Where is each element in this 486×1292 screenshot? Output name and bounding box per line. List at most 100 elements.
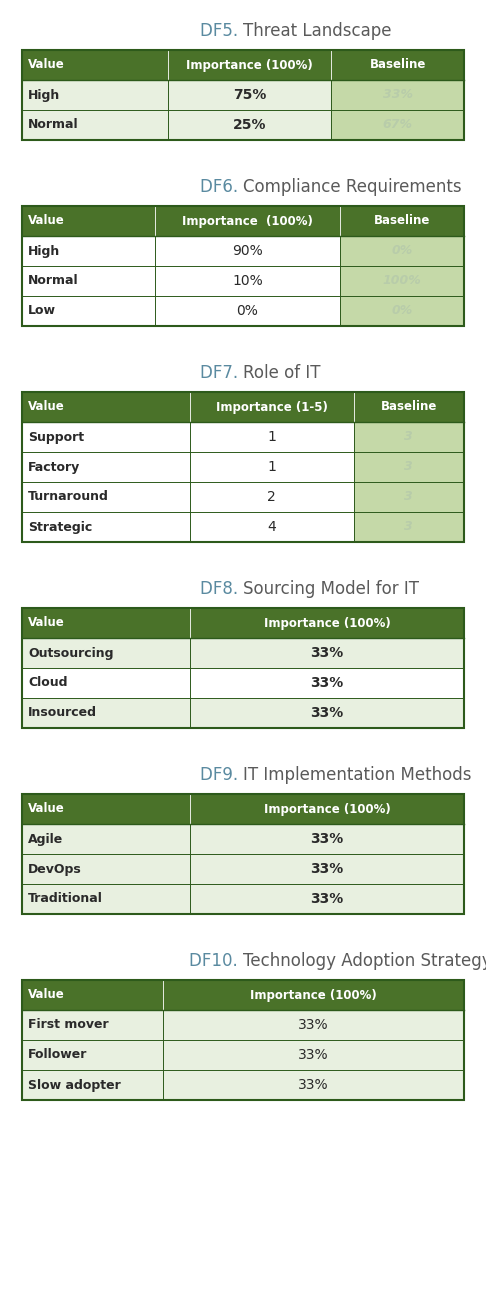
Text: 33%: 33% <box>382 88 413 102</box>
Text: DF5.: DF5. <box>200 22 243 40</box>
Bar <box>331 80 464 110</box>
Bar <box>331 110 464 140</box>
Bar <box>22 981 464 1099</box>
Bar <box>22 1010 163 1040</box>
Bar <box>22 452 190 482</box>
Bar <box>155 266 340 296</box>
Bar <box>22 50 168 80</box>
Bar <box>22 795 464 913</box>
Bar <box>340 266 464 296</box>
Text: 3: 3 <box>404 521 413 534</box>
Bar <box>22 205 155 236</box>
Text: Importance (1-5): Importance (1-5) <box>216 401 328 413</box>
Bar <box>22 50 464 140</box>
Text: 33%: 33% <box>311 705 344 720</box>
Text: 33%: 33% <box>311 646 344 660</box>
Text: Value: Value <box>28 58 65 71</box>
Bar <box>190 668 464 698</box>
Text: 3: 3 <box>404 460 413 473</box>
Bar <box>190 452 353 482</box>
Bar <box>340 296 464 326</box>
Text: 0%: 0% <box>392 244 413 257</box>
Bar <box>22 609 464 727</box>
Bar <box>190 698 464 727</box>
Bar <box>353 391 464 422</box>
Text: 25%: 25% <box>233 118 266 132</box>
Text: 67%: 67% <box>382 119 413 132</box>
Bar <box>22 824 190 854</box>
Bar <box>190 512 353 543</box>
Text: 100%: 100% <box>383 274 421 288</box>
Bar <box>168 80 331 110</box>
Bar <box>353 482 464 512</box>
Text: Compliance Requirements: Compliance Requirements <box>243 178 462 196</box>
Bar <box>353 512 464 543</box>
Bar <box>22 698 190 727</box>
Text: 33%: 33% <box>298 1018 329 1032</box>
Text: 4: 4 <box>267 519 276 534</box>
Bar <box>190 795 464 824</box>
Bar <box>163 1070 464 1099</box>
Bar <box>22 512 190 543</box>
Bar <box>190 638 464 668</box>
Bar <box>22 609 190 638</box>
Text: Normal: Normal <box>28 274 79 288</box>
Bar <box>22 1040 163 1070</box>
Bar <box>190 391 353 422</box>
Text: Role of IT: Role of IT <box>243 364 320 382</box>
Text: 1: 1 <box>267 460 276 474</box>
Bar <box>163 1040 464 1070</box>
Text: Outsourcing: Outsourcing <box>28 646 114 659</box>
Bar <box>163 1010 464 1040</box>
Bar <box>22 236 155 266</box>
Bar <box>22 422 190 452</box>
Bar <box>22 266 155 296</box>
Text: Value: Value <box>28 988 65 1001</box>
Text: Sourcing Model for IT: Sourcing Model for IT <box>243 580 419 598</box>
Bar <box>22 795 190 824</box>
Bar <box>22 391 190 422</box>
Text: IT Implementation Methods: IT Implementation Methods <box>243 766 471 784</box>
Text: Strategic: Strategic <box>28 521 92 534</box>
Bar <box>190 854 464 884</box>
Bar <box>22 482 190 512</box>
Text: 33%: 33% <box>298 1048 329 1062</box>
Text: Value: Value <box>28 616 65 629</box>
Text: DF9.: DF9. <box>200 766 243 784</box>
Text: Factory: Factory <box>28 460 80 473</box>
Text: 90%: 90% <box>232 244 263 258</box>
Bar <box>22 296 155 326</box>
Bar <box>155 205 340 236</box>
Text: DF10.: DF10. <box>189 952 243 970</box>
Text: Normal: Normal <box>28 119 79 132</box>
Text: Importance  (100%): Importance (100%) <box>182 214 313 227</box>
Text: First mover: First mover <box>28 1018 109 1031</box>
Text: 33%: 33% <box>311 862 344 876</box>
Bar <box>22 638 190 668</box>
Bar <box>340 236 464 266</box>
Text: High: High <box>28 244 60 257</box>
Text: Slow adopter: Slow adopter <box>28 1079 121 1092</box>
Bar <box>190 609 464 638</box>
Bar <box>22 884 190 913</box>
Bar <box>190 482 353 512</box>
Text: DF6.: DF6. <box>200 178 243 196</box>
Text: 0%: 0% <box>237 304 259 318</box>
Text: Importance (100%): Importance (100%) <box>263 802 390 815</box>
Text: 0%: 0% <box>392 305 413 318</box>
Bar <box>340 205 464 236</box>
Text: 33%: 33% <box>311 891 344 906</box>
Text: Value: Value <box>28 214 65 227</box>
Text: 2: 2 <box>267 490 276 504</box>
Text: Agile: Agile <box>28 832 63 845</box>
Bar <box>22 110 168 140</box>
Text: Importance (100%): Importance (100%) <box>250 988 377 1001</box>
Bar <box>22 391 464 543</box>
Text: Technology Adoption Strategy: Technology Adoption Strategy <box>243 952 486 970</box>
Text: Importance (100%): Importance (100%) <box>186 58 313 71</box>
Text: Baseline: Baseline <box>369 58 426 71</box>
Text: 3: 3 <box>404 430 413 443</box>
Bar <box>22 1070 163 1099</box>
Text: 10%: 10% <box>232 274 263 288</box>
Text: 33%: 33% <box>311 832 344 846</box>
